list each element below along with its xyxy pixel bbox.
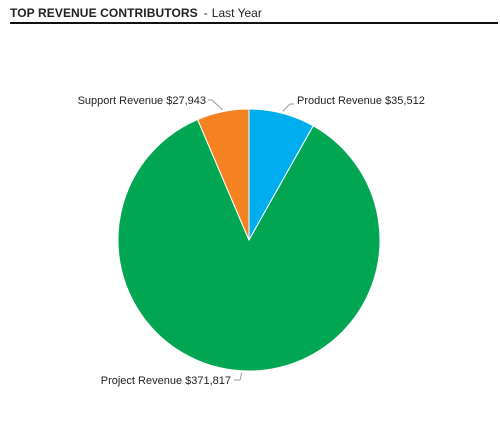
chart-header: TOP REVENUE CONTRIBUTORS - Last Year bbox=[10, 6, 498, 24]
data-label-support-revenue: Support Revenue $27,943 bbox=[78, 95, 206, 107]
data-label-product-revenue: Product Revenue $35,512 bbox=[297, 95, 425, 107]
pie-slice-support-revenue[interactable] bbox=[196, 108, 250, 241]
leader-line-support-revenue bbox=[208, 99, 223, 111]
leader-line-product-revenue bbox=[282, 103, 294, 112]
data-label-project-revenue: Project Revenue $371,817 bbox=[101, 375, 231, 387]
pie-slice-project-revenue[interactable] bbox=[117, 118, 381, 372]
title-separator: - bbox=[203, 6, 208, 20]
chart-subtitle: Last Year bbox=[211, 6, 262, 20]
chart-title: TOP REVENUE CONTRIBUTORS bbox=[10, 6, 198, 20]
leader-line-project-revenue bbox=[234, 372, 243, 381]
